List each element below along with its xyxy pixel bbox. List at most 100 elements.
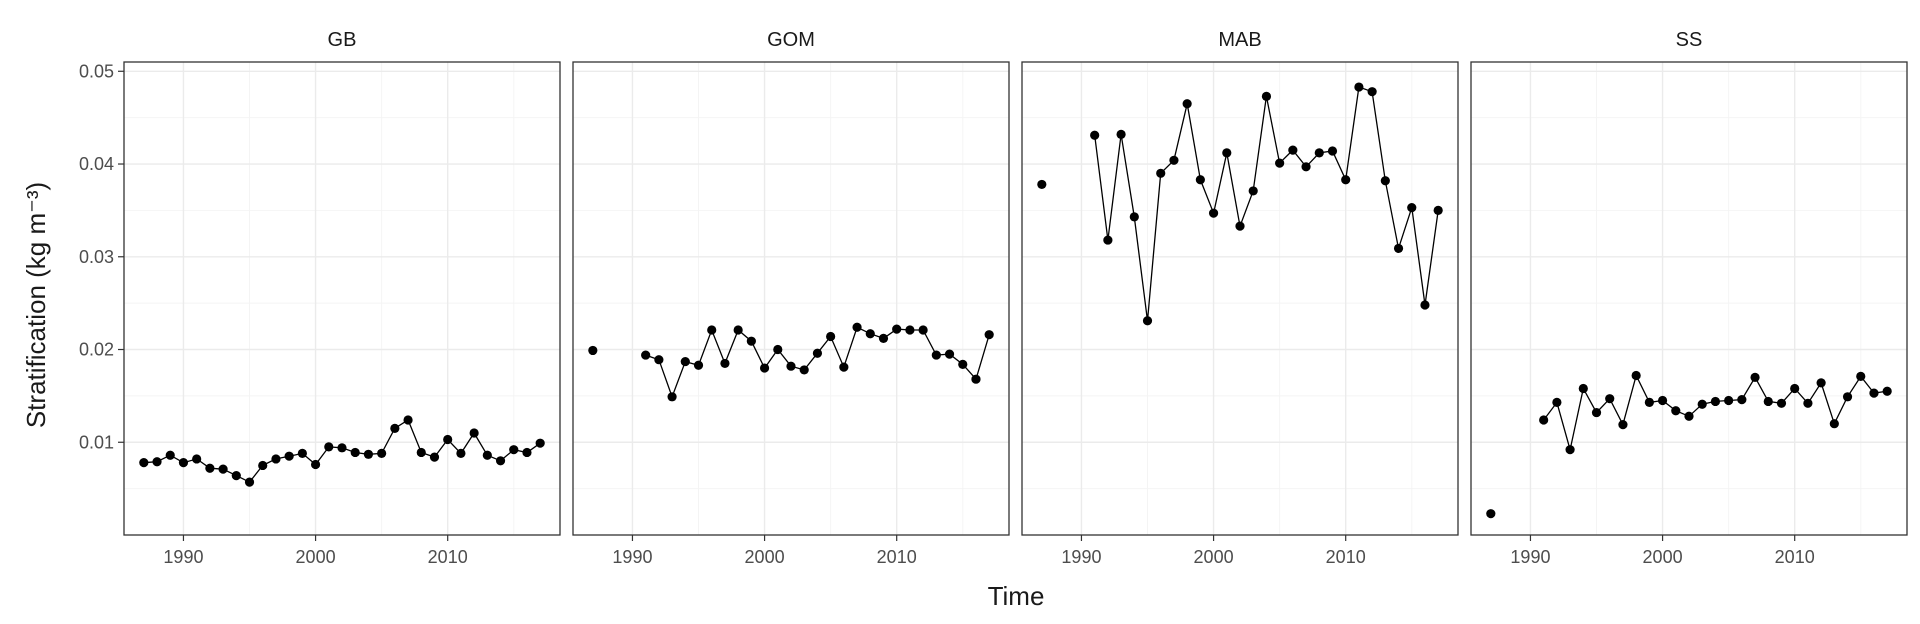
data-point	[931, 350, 941, 360]
data-point	[918, 325, 928, 335]
data-point	[852, 322, 862, 332]
data-point	[1090, 130, 1100, 140]
data-point	[482, 450, 492, 460]
data-point	[1552, 397, 1562, 407]
x-tick-label: 2010	[877, 547, 917, 567]
data-point	[1486, 509, 1496, 519]
data-point	[1657, 395, 1668, 406]
data-point	[165, 450, 175, 460]
data-point	[1208, 208, 1219, 218]
data-point	[205, 463, 215, 473]
data-point	[1644, 397, 1654, 407]
data-point	[680, 356, 690, 367]
data-point	[178, 458, 189, 468]
data-point	[1116, 129, 1126, 139]
data-point	[1737, 394, 1747, 405]
data-point	[218, 464, 228, 474]
data-point	[1275, 158, 1285, 168]
panel-mab: MAB 1990 2000 2010	[1021, 29, 1459, 567]
panel-border	[572, 61, 1010, 536]
data-point	[1393, 243, 1404, 254]
data-point	[865, 329, 875, 339]
data-point	[337, 443, 347, 453]
data-point	[720, 358, 730, 369]
data-point	[693, 360, 704, 370]
panel-gb: GB 1990 2000 2010 0.01 0.02 0.03 0.04 0.05	[79, 29, 561, 567]
data-point	[1631, 370, 1641, 381]
data-point	[1195, 175, 1205, 185]
data-point	[297, 448, 307, 458]
data-point	[1578, 383, 1588, 394]
data-point	[1288, 145, 1298, 155]
y-tick-label: 0.01	[79, 432, 114, 452]
data-point	[1314, 148, 1324, 158]
panel-title: GOM	[767, 29, 815, 51]
data-point	[1367, 87, 1377, 97]
data-point	[192, 454, 202, 464]
data-point	[443, 434, 453, 445]
data-point	[1261, 91, 1272, 101]
data-point	[1169, 155, 1179, 165]
data-point	[535, 438, 545, 448]
data-point	[1776, 398, 1787, 408]
y-tick-label: 0.02	[79, 340, 114, 360]
data-point	[1671, 406, 1681, 416]
data-point	[1433, 205, 1443, 215]
data-point	[416, 447, 426, 458]
data-point	[1341, 175, 1351, 185]
panel-gom: GOM 1990 2000 2010	[572, 29, 1010, 567]
data-point	[1565, 445, 1575, 455]
x-tick-label: 2010	[428, 547, 468, 567]
y-axis-title: Stratification (kg m⁻³)	[21, 182, 51, 428]
data-point	[1763, 396, 1773, 407]
data-point	[905, 325, 915, 335]
data-point	[958, 359, 968, 369]
data-point	[1710, 396, 1721, 407]
data-point	[390, 423, 400, 433]
data-point	[799, 365, 809, 375]
data-point	[812, 348, 823, 358]
panel-border	[1021, 61, 1459, 536]
data-point	[1248, 186, 1258, 196]
data-point	[495, 456, 506, 466]
data-point	[759, 363, 770, 373]
data-point	[456, 448, 466, 458]
data-point	[1037, 179, 1047, 190]
data-point	[878, 333, 889, 343]
data-point	[892, 324, 902, 334]
data-point	[1803, 398, 1813, 408]
data-point	[1156, 168, 1166, 178]
data-point	[773, 344, 783, 355]
x-tick-label: 1990	[163, 547, 203, 567]
data-point	[403, 415, 413, 425]
y-tick-label: 0.03	[79, 247, 114, 267]
data-point	[746, 336, 756, 346]
data-point	[733, 325, 743, 335]
data-point	[1129, 212, 1139, 222]
x-tick-label: 2010	[1775, 547, 1815, 567]
data-point	[363, 449, 374, 459]
data-point	[1697, 399, 1707, 409]
x-tick-label: 2000	[296, 547, 336, 567]
data-point	[1182, 99, 1192, 109]
data-point	[258, 460, 268, 471]
panels-layer: GB 1990 2000 2010 0.01 0.02 0.03 0.04 0.05 GOM 199…	[79, 29, 1908, 567]
data-point	[839, 362, 849, 372]
data-point	[588, 345, 598, 356]
data-point	[826, 331, 836, 342]
data-point	[1103, 235, 1113, 245]
data-point	[152, 457, 162, 467]
x-axis-title: Time	[988, 581, 1045, 611]
data-point	[1142, 316, 1153, 326]
data-point	[1235, 221, 1245, 231]
y-tick-label: 0.04	[79, 154, 114, 174]
data-point	[1618, 420, 1628, 430]
data-point	[1222, 148, 1232, 158]
data-point	[1539, 415, 1549, 425]
data-point	[324, 442, 334, 452]
x-tick-label: 2000	[745, 547, 785, 567]
data-point	[1327, 146, 1338, 156]
data-point	[1882, 386, 1892, 396]
data-point	[310, 459, 321, 470]
data-point	[1301, 162, 1311, 172]
